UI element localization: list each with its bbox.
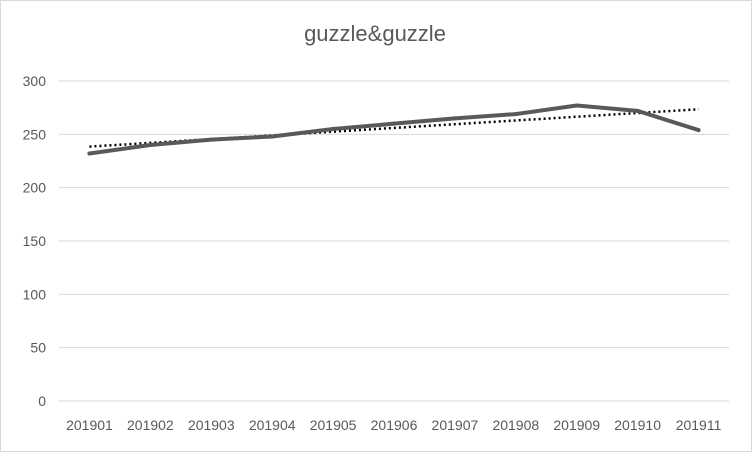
series-line [87,103,701,156]
x-tick-label: 201910 [614,417,661,433]
y-tick-label: 0 [38,393,46,409]
data-point [452,116,457,121]
x-tick-label: 201909 [553,417,600,433]
data-point [574,103,579,108]
y-axis-ticks: 0 50 100 150 200 250 300 [23,73,47,409]
y-tick-label: 50 [30,340,46,356]
x-tick-label: 201907 [432,417,479,433]
data-point [635,108,640,113]
x-tick-label: 201908 [492,417,539,433]
y-tick-label: 100 [23,286,47,302]
x-tick-label: 201905 [310,417,357,433]
data-point [513,112,518,117]
y-tick-label: 300 [23,73,47,89]
data-point [87,151,92,156]
chart-title: guzzle&guzzle [304,21,446,46]
data-point [392,121,396,126]
x-tick-label: 201902 [127,417,174,433]
data-point [270,134,275,139]
data-point [696,128,701,133]
x-tick-label: 201901 [66,417,113,433]
x-tick-label: 201903 [188,417,235,433]
y-tick-label: 250 [23,126,47,142]
data-point [331,127,336,131]
y-tick-label: 200 [23,180,47,196]
gridlines [59,80,729,402]
data-points [87,103,701,156]
x-axis-ticks: 201901 201902 201903 201904 201905 201906 2019… [66,417,721,433]
data-point [209,137,214,142]
x-tick-label: 201911 [676,417,722,433]
x-tick-label: 201904 [249,417,296,433]
y-tick-label: 150 [23,233,47,249]
x-tick-label: 201906 [371,417,418,433]
data-point [148,143,153,147]
